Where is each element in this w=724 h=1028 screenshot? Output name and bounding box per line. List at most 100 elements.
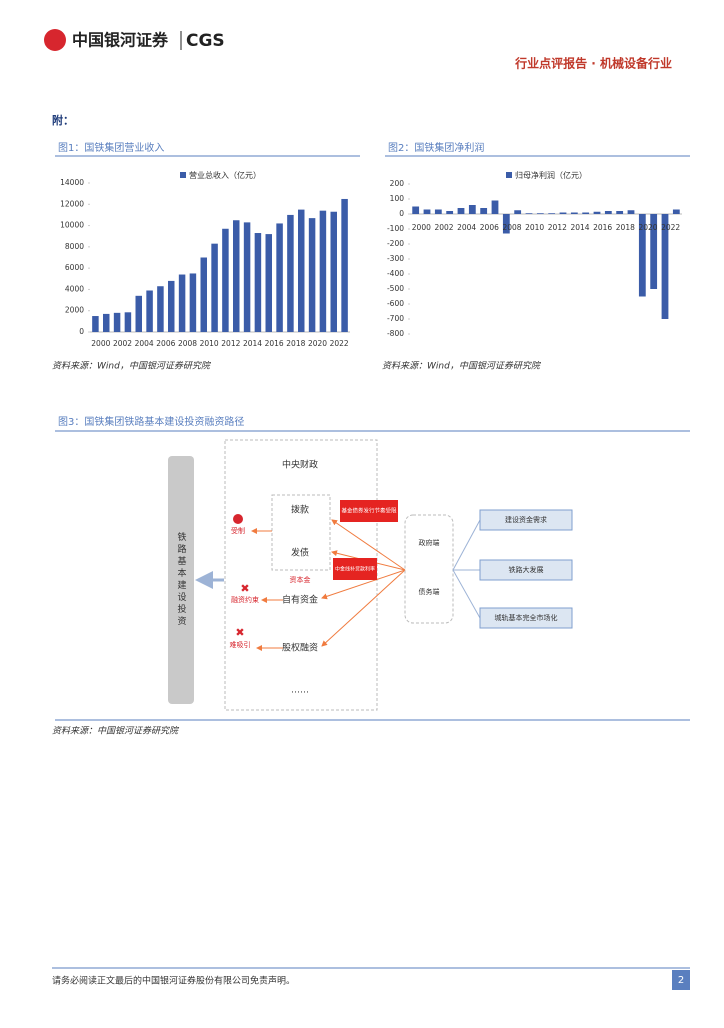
bar [113, 312, 121, 332]
y-tick-label: 10000 [60, 221, 84, 230]
bar [480, 208, 488, 214]
y-tick-label: 0 [79, 327, 84, 336]
x-tick-label: 2022 [661, 223, 680, 232]
page-box [672, 970, 690, 990]
x-tick-label: 2016 [265, 339, 284, 348]
x-tick-label: 2016 [593, 223, 612, 232]
y-tick-label: -700 [387, 314, 404, 323]
bar [243, 222, 251, 332]
x-tick-label: 2022 [330, 339, 349, 348]
node: 城轨基本完全市场化 [495, 613, 558, 622]
x-tick-label: 2018 [286, 339, 305, 348]
arrows [251, 519, 406, 651]
y-tick-label: -200 [387, 239, 404, 248]
node: 资本金 [290, 575, 311, 584]
bar [548, 213, 556, 214]
legend-label: 归母净利润（亿元） [515, 170, 587, 180]
callout [340, 500, 398, 522]
x-tick-label: 2004 [457, 223, 476, 232]
bar [570, 212, 578, 214]
bar [559, 212, 567, 214]
y-tick-label: 6000 [65, 263, 84, 272]
right-box [479, 607, 573, 629]
x-tick-label: 2006 [480, 223, 499, 232]
legend-swatch [506, 172, 512, 178]
links [452, 519, 481, 619]
callout-text: 基金债券发行节奏受限 [341, 507, 397, 515]
bar [233, 220, 240, 332]
y-tick-label: 100 [390, 194, 405, 203]
figure-title: 图1：国铁集团营业收入 [58, 141, 164, 154]
x-tick-label: 2012 [221, 339, 240, 348]
bar [287, 214, 294, 332]
node: …… [291, 686, 309, 696]
source: 资料来源：Wind，中国银河证券研究院 [382, 361, 542, 372]
appendix-label: 附： [52, 113, 74, 127]
x-tick-label: 2002 [434, 223, 453, 232]
bar [491, 200, 499, 214]
x-tick-label: 2010 [525, 223, 544, 232]
y-tick-label: 0 [399, 209, 404, 218]
bar [92, 316, 99, 332]
bar [468, 205, 476, 214]
bar [135, 295, 142, 332]
x-tick-label: 2002 [113, 339, 132, 348]
bar [536, 213, 544, 214]
y-tick-label: 4000 [65, 284, 84, 293]
node: 股权融资 [282, 642, 318, 654]
bar [265, 234, 272, 332]
bar [650, 214, 658, 289]
figure-title: 图2：国铁集团净利润 [388, 141, 484, 154]
bar [616, 211, 624, 214]
x-tick-label: 2020 [638, 223, 657, 232]
source: 资料来源：中国银河证券研究院 [52, 726, 180, 737]
page-number: 2 [678, 975, 684, 986]
bar [168, 280, 175, 332]
y-tick-label: 12000 [60, 199, 84, 208]
source: 资料来源：Wind，中国银河证券研究院 [52, 361, 212, 372]
y-tick-label: -800 [387, 329, 404, 338]
arrow [331, 519, 406, 571]
bar [525, 213, 533, 214]
inner-box [271, 494, 331, 571]
x-tick-label: 2006 [156, 339, 175, 348]
bar [661, 214, 669, 319]
node: 债务端 [419, 587, 440, 596]
node: 政府端 [419, 538, 440, 547]
bar [298, 209, 305, 332]
x-tick-label: 2008 [178, 339, 197, 348]
bar [604, 211, 612, 214]
link [452, 569, 481, 619]
bar [672, 209, 680, 214]
bar [514, 210, 522, 214]
y-tick-label: -600 [387, 299, 404, 308]
x-tick-label: 2000 [91, 339, 110, 348]
left-label: 铁路基本建设投资 [176, 531, 187, 628]
y-tick-label: -400 [387, 269, 404, 278]
x-tick-label: 2020 [308, 339, 327, 348]
bar [157, 286, 164, 332]
node: 发债 [291, 547, 309, 559]
bar [457, 208, 465, 214]
bar [308, 218, 316, 332]
middle-box [404, 514, 454, 624]
bar [103, 313, 110, 332]
check-icon [233, 514, 243, 524]
bar [319, 210, 327, 332]
bar [222, 228, 229, 332]
y-tick-label: 2000 [65, 306, 84, 315]
legend-label: 营业总收入（亿元） [189, 170, 261, 180]
callout [333, 558, 377, 580]
bar [593, 211, 601, 214]
bar [423, 209, 431, 214]
arrow [321, 569, 406, 647]
figure-3: 图3：国铁集团铁路基本建设投资融资路径 铁路基本建设投资 中央财政 拨款 发债 … [52, 415, 690, 737]
bar [638, 214, 646, 297]
bar [341, 198, 348, 332]
bar [178, 274, 186, 332]
callout-text: 中金线补贷款利率 [335, 566, 375, 573]
y-tick-label: -500 [387, 284, 404, 293]
node: 铁路大发展 [509, 565, 544, 574]
bar [434, 209, 442, 214]
